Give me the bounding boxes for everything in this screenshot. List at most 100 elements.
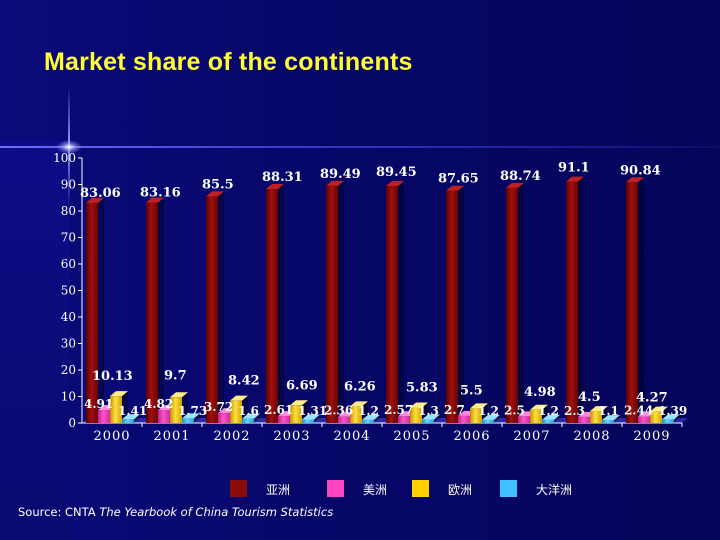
bar-asia bbox=[626, 182, 638, 423]
bar-side-oceania bbox=[554, 414, 560, 423]
data-label-oceania: 1.1 bbox=[598, 404, 619, 418]
bar-europe bbox=[650, 411, 662, 423]
bar-side-asia bbox=[158, 197, 164, 423]
bar-top-oceania bbox=[482, 414, 500, 420]
bar-america bbox=[158, 410, 170, 423]
bar-side-asia bbox=[278, 183, 284, 423]
bar-america bbox=[278, 416, 290, 423]
bar-top-asia bbox=[86, 197, 104, 203]
bar-top-europe bbox=[470, 403, 488, 409]
bar-top-oceania bbox=[422, 414, 440, 420]
bar-america bbox=[458, 415, 470, 423]
bar-asia bbox=[386, 185, 398, 423]
data-label-oceania: 1.41 bbox=[118, 404, 147, 418]
bar-side-asia bbox=[98, 197, 104, 423]
source-prefix: Source: CNTA bbox=[18, 505, 100, 519]
x-tick-label: 2006 bbox=[453, 429, 490, 444]
bar-asia bbox=[446, 190, 458, 423]
bar-side-oceania bbox=[314, 414, 320, 423]
bar-top-europe bbox=[110, 391, 128, 397]
x-tick-label: 2007 bbox=[513, 429, 550, 444]
bar-top-oceania bbox=[362, 414, 380, 420]
data-label-asia: 83.16 bbox=[140, 186, 181, 201]
bar-top-asia bbox=[266, 183, 284, 189]
legend-label-asia: 亚洲 bbox=[266, 483, 291, 497]
legend-swatch-europe bbox=[412, 480, 429, 497]
bar-asia bbox=[266, 188, 278, 423]
data-label-america: 2.57 bbox=[384, 403, 413, 417]
bar-oceania bbox=[482, 419, 494, 423]
bar-america bbox=[638, 416, 650, 423]
legend-label-oceania: 大洋洲 bbox=[536, 483, 573, 497]
y-tick-label: 100 bbox=[53, 151, 76, 165]
data-label-oceania: 1.6 bbox=[238, 404, 259, 418]
bar-oceania bbox=[662, 419, 674, 423]
bar-top-oceania bbox=[122, 414, 140, 420]
data-label-america: 2.3 bbox=[564, 404, 585, 418]
bar-oceania bbox=[182, 418, 194, 423]
bar-top-oceania bbox=[662, 414, 680, 420]
bar-top-oceania bbox=[242, 413, 260, 419]
y-tick-label: 50 bbox=[61, 284, 76, 298]
bar-oceania bbox=[122, 419, 134, 423]
bar-top-europe bbox=[290, 400, 308, 406]
bar-top-europe bbox=[650, 406, 668, 412]
x-tick-label: 2009 bbox=[633, 429, 670, 444]
bar-top-asia bbox=[506, 182, 524, 188]
data-label-europe: 4.98 bbox=[524, 385, 556, 400]
bar-top-asia bbox=[566, 176, 584, 182]
data-label-america: 2.61 bbox=[264, 403, 293, 417]
data-label-europe: 6.69 bbox=[286, 378, 318, 393]
bar-america bbox=[98, 409, 110, 423]
bar-asia bbox=[146, 202, 158, 423]
bar-top-europe bbox=[530, 404, 548, 410]
data-label-asia: 91.1 bbox=[558, 161, 590, 176]
data-label-europe: 5.83 bbox=[406, 381, 438, 396]
data-label-america: 2.5 bbox=[504, 403, 525, 417]
y-tick-label: 80 bbox=[61, 204, 76, 218]
bar-top-asia bbox=[326, 180, 344, 186]
bar-oceania bbox=[602, 420, 614, 423]
x-tick-label: 2005 bbox=[393, 429, 430, 444]
data-label-asia: 87.65 bbox=[438, 172, 479, 187]
bar-oceania bbox=[542, 419, 554, 423]
x-tick-label: 2003 bbox=[273, 429, 310, 444]
chart-data-labels: 83.06 83.16 85.5 88.31 89.49 89.45 87.65 88.74 9… bbox=[80, 161, 687, 418]
bar-europe bbox=[110, 396, 122, 423]
bar-asia bbox=[506, 187, 518, 423]
x-tick-label: 2000 bbox=[93, 429, 130, 444]
bar-europe bbox=[530, 409, 542, 423]
bar-asia bbox=[86, 202, 98, 423]
data-label-america: 4.91 bbox=[84, 397, 113, 411]
bar-side-oceania bbox=[254, 413, 260, 423]
data-label-oceania: 1.39 bbox=[658, 404, 687, 418]
data-label-asia: 85.5 bbox=[202, 177, 234, 192]
bar-europe bbox=[290, 405, 302, 423]
bar-side-asia bbox=[578, 176, 584, 423]
bar-america bbox=[518, 416, 530, 423]
bar-asia bbox=[206, 196, 218, 423]
bar-side-oceania bbox=[674, 414, 680, 423]
bar-side-oceania bbox=[434, 414, 440, 423]
y-tick-label: 20 bbox=[61, 363, 76, 377]
data-label-europe: 5.5 bbox=[460, 383, 483, 398]
bar-top-asia bbox=[206, 191, 224, 197]
bar-asia bbox=[326, 185, 338, 423]
bar-europe bbox=[230, 400, 242, 423]
bar-top-asia bbox=[146, 197, 164, 203]
bar-side-oceania bbox=[614, 415, 620, 423]
data-label-asia: 89.49 bbox=[320, 167, 361, 182]
x-tick-label: 2008 bbox=[573, 429, 610, 444]
bar-europe bbox=[590, 411, 602, 423]
data-label-america: 2.44 bbox=[624, 404, 653, 418]
data-label-europe: 10.13 bbox=[92, 369, 133, 384]
left-decor-stripe bbox=[0, 140, 70, 540]
bar-side-oceania bbox=[134, 414, 140, 423]
data-label-europe: 4.5 bbox=[578, 390, 601, 405]
x-tick-label: 2004 bbox=[333, 429, 370, 444]
bar-side-asia bbox=[458, 185, 464, 423]
legend-label-america: 美洲 bbox=[363, 483, 388, 497]
data-label-oceania: 1.31 bbox=[298, 404, 327, 418]
source-publication: The Yearbook of China Tourism Statistics bbox=[99, 505, 334, 519]
bar-top-europe bbox=[350, 401, 368, 407]
